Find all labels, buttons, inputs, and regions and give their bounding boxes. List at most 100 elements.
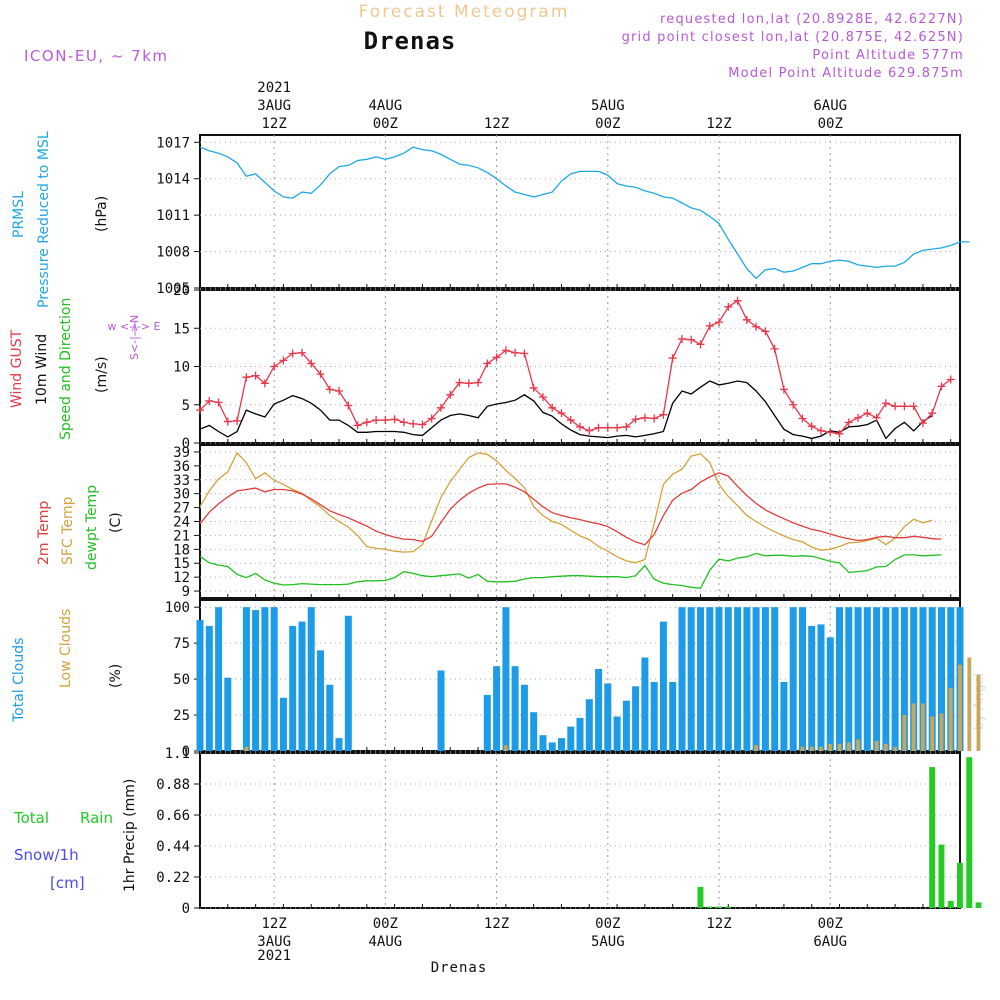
- gust-marker: [455, 378, 464, 387]
- total-cloud-bar: [613, 716, 621, 751]
- snow-unit: [cm]: [50, 874, 85, 892]
- rain-bar: [975, 902, 982, 908]
- wind-dir-label: Speed and Direction: [58, 298, 74, 440]
- gust-marker: [548, 403, 557, 412]
- y-tick-label: 15: [173, 321, 190, 337]
- gust-marker: [464, 379, 473, 388]
- total-cloud-bar: [215, 607, 223, 751]
- total-cloud-bar: [344, 615, 352, 751]
- low-cloud-bar: [503, 745, 508, 751]
- rain-bar: [697, 886, 704, 908]
- top-date-label: 5AUG: [591, 98, 625, 114]
- gust-marker: [816, 426, 825, 435]
- y-tick-label: 12: [173, 570, 190, 586]
- gust-marker: [705, 321, 714, 330]
- pressure-desc: Pressure Reduced to MSL: [36, 131, 52, 308]
- total-cloud-bar: [799, 607, 806, 751]
- bottom-date-label: 6AUG: [813, 934, 847, 950]
- gust-marker: [928, 409, 937, 418]
- total-cloud-bar: [919, 607, 927, 751]
- gust-marker: [288, 349, 297, 358]
- grid-point-coords: grid point closest lon,lat (20.875E, 42.…: [622, 30, 964, 45]
- total-cloud-bar: [567, 726, 575, 751]
- rain-bar: [716, 906, 722, 908]
- y-tick-label: 10: [173, 360, 190, 376]
- bottom-time-label: 12Z: [261, 916, 286, 932]
- rain-bar: [966, 757, 973, 908]
- low-cloud-bar: [874, 740, 879, 751]
- gust-marker: [372, 416, 381, 425]
- wind-labels: Wind GUST 10m Wind Speed and Direction (…: [9, 298, 161, 440]
- total-cloud-bar: [836, 607, 843, 751]
- gust-marker: [733, 296, 742, 305]
- total-cloud-bar: [595, 669, 603, 751]
- gust-marker: [946, 375, 955, 384]
- total-cloud-bar: [298, 621, 306, 751]
- total-cloud-bar: [780, 682, 788, 751]
- temp-unit: (C): [108, 512, 124, 533]
- low-cloud-bar: [958, 664, 962, 751]
- gust-marker: [427, 414, 436, 423]
- total-cloud-bar: [706, 607, 714, 751]
- total-cloud-bar: [242, 607, 250, 751]
- low-cloud-bar: [809, 746, 814, 751]
- top-time-label: 00Z: [373, 116, 398, 132]
- low-cloud-bar: [939, 713, 944, 751]
- total-cloud-bar: [752, 607, 760, 751]
- gust-marker: [492, 353, 501, 362]
- gust-marker: [520, 349, 529, 358]
- low-cloud-bar: [828, 743, 833, 751]
- compass-sn: S<-|->N: [128, 315, 141, 360]
- y-tick-label: 33: [173, 473, 190, 489]
- gust-marker: [854, 413, 863, 422]
- low-cloud-bar: [754, 745, 758, 751]
- y-tick-label: 0: [182, 901, 190, 917]
- low-cloud-bar: [883, 743, 888, 751]
- gust-marker: [446, 390, 455, 399]
- gust-marker: [381, 416, 390, 425]
- total-cloud-bar: [873, 607, 881, 751]
- gust-marker: [631, 415, 640, 424]
- gust-marker: [242, 373, 251, 382]
- gust-marker: [807, 422, 816, 431]
- y-tick-label: 30: [173, 487, 190, 503]
- total-cloud-bar: [761, 607, 769, 751]
- y-tick-label: 9: [182, 584, 190, 600]
- gust-marker: [557, 409, 566, 418]
- gust-marker: [881, 399, 890, 408]
- low-cloud-label: Low Clouds: [58, 609, 74, 688]
- gust-marker: [761, 327, 770, 336]
- y-tick-label: 18: [173, 542, 190, 558]
- total-cloud-bar: [928, 607, 936, 751]
- total-cloud-bar: [724, 607, 732, 751]
- total-cloud-bar: [817, 624, 825, 751]
- y-tick-label: 15: [173, 556, 190, 572]
- snow-label: Snow/1h: [14, 846, 79, 864]
- total-cloud-bar: [270, 607, 278, 751]
- y-tick-label: 0.44: [156, 839, 190, 855]
- gust-marker: [409, 419, 418, 428]
- low-cloud-bar: [819, 746, 823, 751]
- low-cloud-bar: [893, 746, 897, 751]
- gust-marker: [909, 402, 918, 411]
- bottom-time-label: 00Z: [373, 916, 398, 932]
- total-cloud-bar: [530, 712, 538, 751]
- bottom-year-label: 2021: [257, 948, 291, 964]
- gust-marker: [214, 398, 223, 407]
- gust-marker: [789, 400, 798, 409]
- total-cloud-bar: [493, 666, 501, 751]
- y-tick-label: 1017: [156, 135, 190, 151]
- bottom-time-label: 12Z: [706, 916, 731, 932]
- total-cloud-bar: [548, 742, 556, 751]
- gust-marker: [529, 383, 538, 392]
- gust-marker: [640, 413, 649, 422]
- gust-marker: [603, 423, 612, 432]
- sfc-label: SFC Temp: [60, 496, 76, 565]
- gust-marker: [826, 428, 835, 437]
- bottom-time-label: 00Z: [818, 916, 843, 932]
- gust-marker: [279, 356, 288, 365]
- total-cloud-bar: [632, 686, 640, 751]
- total-cloud-bar: [326, 684, 334, 751]
- wind-unit: (m/s): [94, 356, 110, 393]
